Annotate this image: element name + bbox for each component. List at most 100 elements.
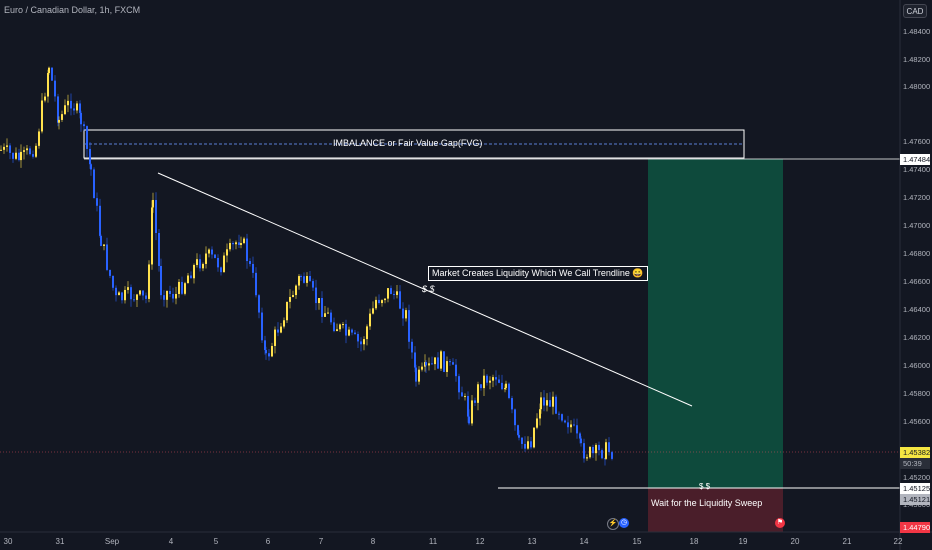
candle-body xyxy=(20,151,22,161)
candle-body xyxy=(561,414,563,421)
candle-body xyxy=(576,425,578,434)
lightning-icon[interactable]: ⚡ xyxy=(607,518,619,530)
candle-body xyxy=(505,383,507,388)
time-tick: 31 xyxy=(55,537,65,546)
candle-body xyxy=(118,292,120,296)
time-tick: 15 xyxy=(632,537,642,546)
candle-body xyxy=(558,413,560,415)
price-tick: 1.46800 xyxy=(903,249,931,258)
candle-body xyxy=(543,397,545,406)
candle-body xyxy=(26,148,28,151)
price-tick: 1.47600 xyxy=(903,137,931,146)
candle-body xyxy=(471,400,473,424)
candle-body xyxy=(474,400,476,403)
candle-body xyxy=(437,357,439,369)
candle-body xyxy=(93,169,95,199)
countdown-tag: 50:39 xyxy=(900,458,930,469)
candle-body xyxy=(202,263,204,269)
currency-button[interactable]: CAD xyxy=(903,4,927,18)
candle-body xyxy=(312,281,314,288)
candle-body xyxy=(181,281,183,294)
price-tick: 1.45200 xyxy=(903,473,931,482)
candle-body xyxy=(318,298,320,304)
candle-body xyxy=(274,329,276,346)
candle-body xyxy=(443,351,445,372)
candle-body xyxy=(402,308,404,319)
candle-body xyxy=(139,290,141,295)
candle-body xyxy=(223,255,225,273)
candle-body xyxy=(175,293,177,299)
candle-body xyxy=(148,264,150,299)
candle-body xyxy=(467,396,469,417)
candle-body xyxy=(121,292,123,301)
candle-body xyxy=(208,249,210,254)
candle-body xyxy=(112,275,114,288)
candle-body xyxy=(96,198,98,206)
candle-body xyxy=(501,382,503,390)
candle-body xyxy=(387,288,389,299)
time-tick: 7 xyxy=(318,537,324,546)
candle-body xyxy=(106,244,108,270)
candle-body xyxy=(540,397,542,410)
candle-body xyxy=(205,253,207,264)
price-tick: 1.45600 xyxy=(903,417,931,426)
price-tick: 1.46000 xyxy=(903,361,931,370)
candle-body xyxy=(480,384,482,389)
candle-body xyxy=(309,276,311,282)
candle-body xyxy=(464,396,466,398)
candle-body xyxy=(333,322,335,332)
candle-body xyxy=(303,276,305,283)
candle-body xyxy=(83,124,85,127)
time-tick: 30 xyxy=(3,537,13,546)
candle-body xyxy=(109,269,111,276)
candle-body xyxy=(589,446,591,458)
candle-body xyxy=(226,249,228,256)
clock-icon[interactable]: ◷ xyxy=(619,518,629,528)
candle-body xyxy=(47,73,49,97)
profit-zone[interactable] xyxy=(648,159,783,488)
candle-body xyxy=(115,287,117,296)
candle-body xyxy=(48,67,50,74)
candle-body xyxy=(425,362,427,366)
price-tick: 1.46200 xyxy=(903,333,931,342)
trendline[interactable] xyxy=(157,172,693,407)
candle-body xyxy=(351,329,353,333)
candle-body xyxy=(73,108,75,111)
candle-body xyxy=(415,367,417,382)
candle-body xyxy=(524,443,526,449)
candle-body xyxy=(549,400,551,407)
candle-body xyxy=(390,288,392,295)
candle-body xyxy=(533,427,535,448)
sweep-label[interactable]: Wait for the Liquidity Sweep xyxy=(651,498,763,508)
candle-body xyxy=(431,363,433,365)
candle-body xyxy=(211,249,213,255)
candle-body xyxy=(199,259,201,269)
candle-body xyxy=(178,281,180,294)
loss-zone[interactable] xyxy=(648,488,783,532)
candle-body xyxy=(583,443,585,459)
candle-body xyxy=(357,334,359,342)
price-tick: 1.48200 xyxy=(903,55,931,64)
candle-body xyxy=(184,283,186,294)
price-tick: 1.48400 xyxy=(903,27,931,36)
candle-body xyxy=(552,396,554,407)
candle-body xyxy=(411,341,413,353)
candle-body xyxy=(440,351,442,369)
candle-body xyxy=(217,257,219,268)
flag-icon[interactable]: ⚑ xyxy=(775,518,785,528)
candle-body xyxy=(295,285,297,296)
candle-body xyxy=(605,442,607,459)
fvg-price-tag: 1.47484 xyxy=(900,154,930,165)
candle-body xyxy=(255,272,257,296)
candle-body xyxy=(592,446,594,454)
candle-body xyxy=(586,457,588,459)
candle-body xyxy=(289,296,291,302)
candle-body xyxy=(3,146,5,150)
time-tick: 11 xyxy=(428,537,438,546)
candle-body xyxy=(232,243,234,245)
candle-body xyxy=(265,350,267,354)
fvg-label[interactable]: IMBALANCE or Fair Value Gap(FVG) xyxy=(333,138,483,148)
trendline-label[interactable]: Market Creates Liquidity Which We Call T… xyxy=(428,266,648,281)
price-tick: 1.48000 xyxy=(903,82,931,91)
